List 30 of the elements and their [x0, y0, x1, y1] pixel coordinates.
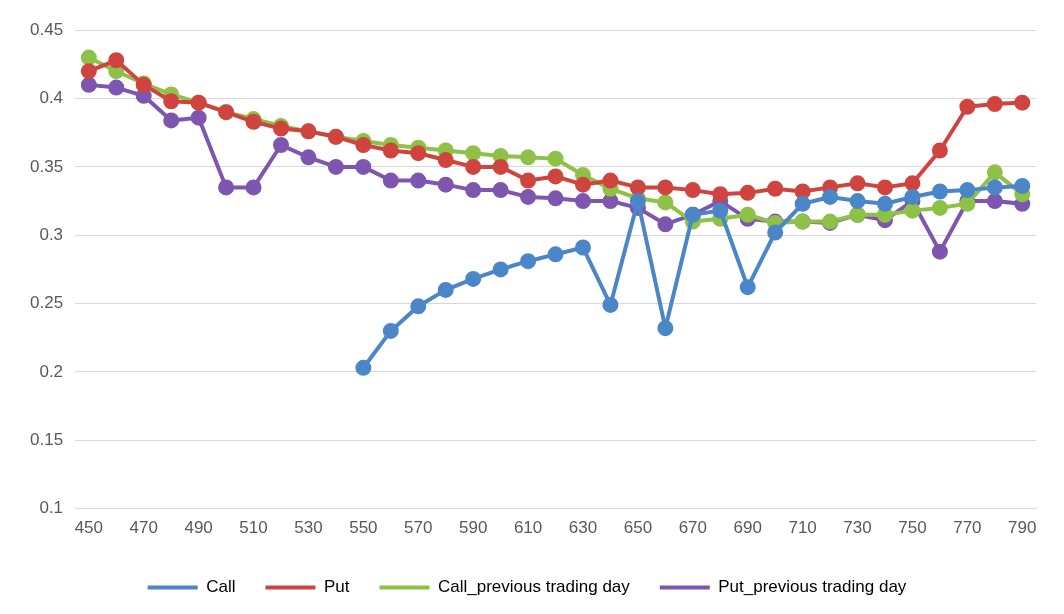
x-tick-label: 570	[404, 518, 433, 538]
x-tick-label: 710	[788, 518, 817, 538]
y-tick-label: 0.45	[29, 19, 64, 39]
legend-label: Put	[323, 577, 350, 597]
x-tick-label: 750	[898, 518, 927, 538]
y-tick-label: 0.25	[29, 293, 64, 313]
x-tick-label: 650	[623, 518, 653, 538]
x-tick-label: 470	[129, 518, 158, 538]
x-tick-label: 630	[568, 518, 598, 538]
legend-label: Call_previous trading day	[437, 577, 631, 597]
y-tick-label: 0.2	[39, 361, 64, 381]
y-tick-label: 0.3	[39, 224, 64, 244]
x-tick-label: 450	[74, 518, 103, 538]
x-tick-label: 730	[843, 518, 872, 538]
x-tick-label: 590	[458, 518, 488, 538]
y-tick-label: 0.4	[39, 88, 64, 108]
x-tick-label: 770	[953, 518, 982, 538]
x-tick-label: 610	[513, 518, 543, 538]
legend-label: Put_previous trading day	[718, 577, 907, 597]
x-tick-label: 550	[349, 518, 378, 538]
x-tick-label: 490	[184, 518, 213, 538]
x-tick-label: 670	[678, 518, 707, 538]
x-tick-label: 690	[733, 518, 762, 538]
y-tick-label: 0.15	[29, 429, 64, 449]
x-tick-label: 510	[239, 518, 268, 538]
legend-label: Call	[206, 577, 236, 597]
x-tick-label: 530	[294, 518, 323, 538]
y-tick-label: 0.35	[29, 156, 64, 176]
x-tick-label: 790	[1008, 518, 1037, 538]
y-tick-label: 0.1	[39, 498, 64, 518]
